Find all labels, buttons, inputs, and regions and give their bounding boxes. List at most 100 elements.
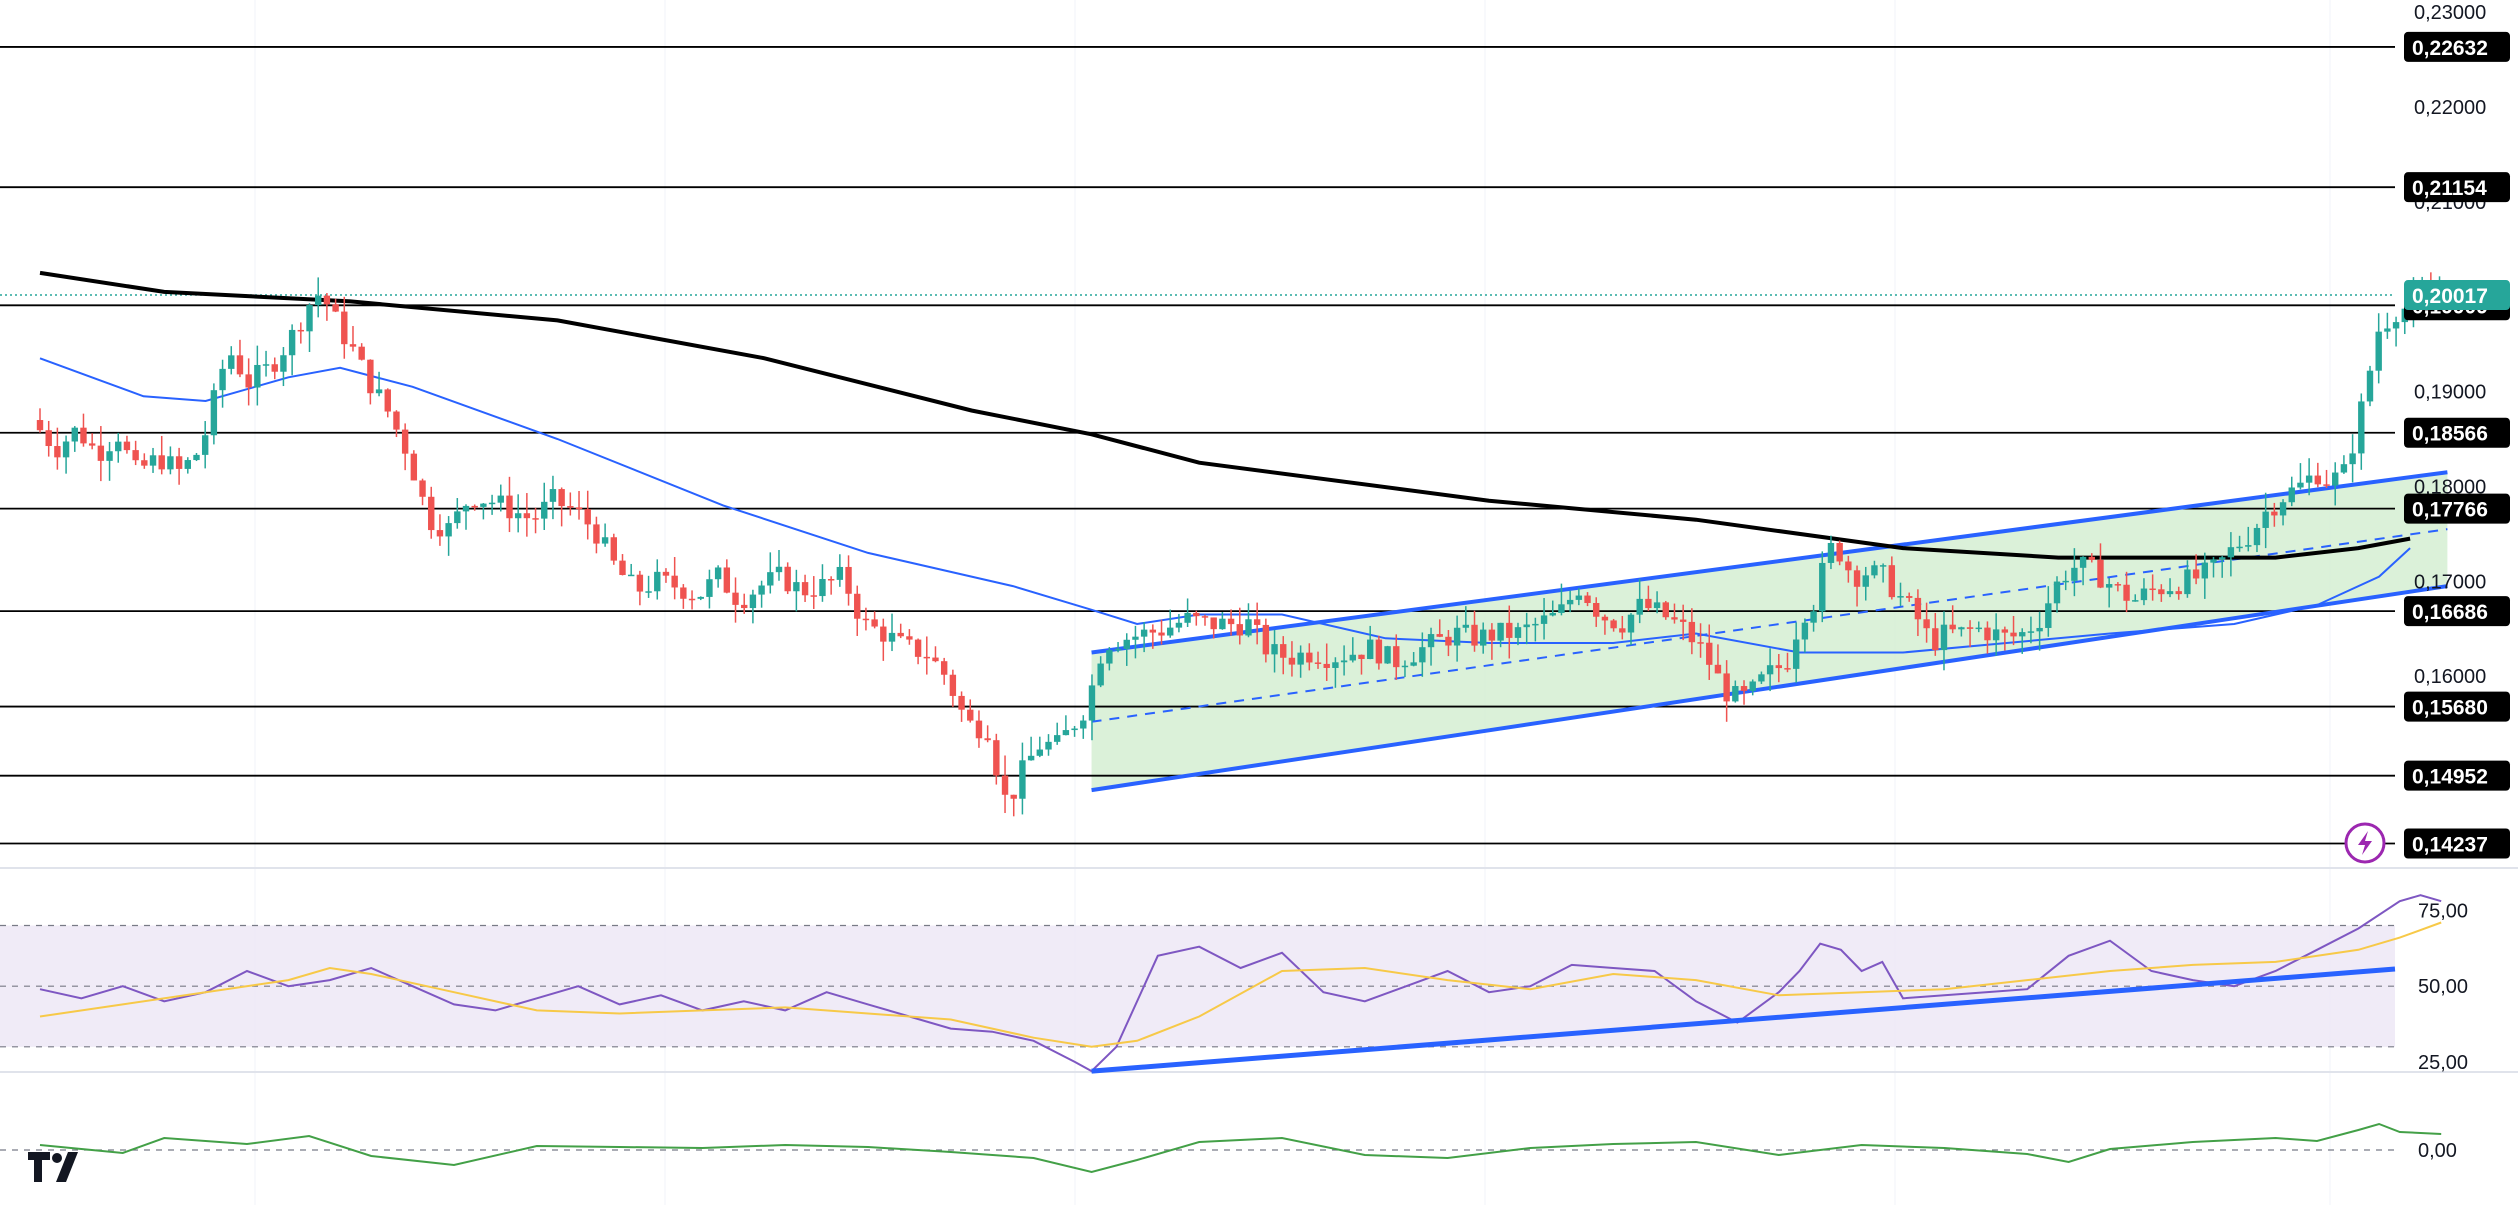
candle-body	[45, 430, 52, 447]
candle-body	[619, 560, 626, 575]
candle-body	[1384, 646, 1391, 664]
candle-body	[1010, 794, 1017, 799]
candle-body	[506, 495, 513, 519]
candle-body	[888, 632, 896, 642]
candle-body	[993, 740, 1000, 776]
candle-body	[1792, 639, 1800, 669]
candle-body	[2045, 603, 2052, 628]
candle-body	[375, 389, 383, 394]
candle-body	[1366, 639, 1374, 660]
candle-body	[2010, 632, 2017, 637]
candle-body	[62, 441, 70, 458]
candle-body	[767, 572, 774, 586]
last-price-label: 0,20017	[2412, 285, 2488, 308]
rsi-trendline	[1091, 966, 2396, 1074]
lightning-icon[interactable]	[2344, 822, 2386, 864]
candle-body	[1027, 755, 1035, 761]
level-label-box	[2404, 493, 2510, 524]
candle-body	[1288, 657, 1296, 665]
candle-body	[1645, 598, 1652, 609]
level-label-box	[2404, 828, 2510, 859]
candle-body	[1167, 627, 1174, 636]
candle-body	[1488, 629, 1496, 641]
candle-body	[1992, 629, 2000, 641]
candle-body	[262, 364, 270, 366]
candle-body	[1245, 619, 1252, 636]
candle-body	[2392, 322, 2400, 329]
price-axis[interactable]: 0,230000,220000,210000,190000,180000,170…	[2404, 2, 2510, 1162]
candle-body	[1566, 599, 1574, 605]
candle-body	[958, 695, 965, 710]
candle-body	[1349, 654, 1356, 661]
candle-body	[1593, 603, 1600, 617]
candle-body	[2201, 562, 2209, 579]
candle-body	[245, 374, 252, 388]
candle-body	[1471, 624, 1478, 646]
candle-body	[1019, 760, 1026, 799]
candle-body	[428, 496, 435, 531]
candle-body	[819, 579, 826, 597]
candle-body	[662, 571, 670, 576]
candle-body	[254, 364, 261, 388]
price-tick-label: 0,22000	[2414, 97, 2486, 119]
last-price-label-box	[2404, 280, 2510, 311]
tradingview-logo[interactable]	[28, 1152, 78, 1182]
candle-body	[741, 604, 748, 609]
ma-short-line	[39, 357, 2411, 654]
candle-body	[1332, 662, 1339, 668]
candle-body	[1636, 598, 1643, 615]
channel-mid-line	[1091, 528, 2448, 723]
candle-body	[1906, 596, 1913, 598]
level-label: 0,15680	[2412, 697, 2488, 720]
candle-body	[601, 537, 609, 544]
candle-body	[645, 591, 652, 593]
candle-body	[306, 305, 313, 332]
candle-body	[158, 455, 165, 470]
candle-body	[914, 639, 922, 657]
candle-body	[2375, 331, 2382, 371]
level-label-box	[2404, 172, 2510, 203]
candle-body	[810, 595, 817, 597]
candle-body	[2323, 484, 2330, 486]
candle-body	[1480, 629, 1487, 646]
candle-body	[671, 575, 678, 588]
candle-body	[1940, 624, 1948, 651]
candle-body	[228, 355, 235, 369]
candle-body	[967, 709, 974, 721]
price-tick-label: 0,18000	[2414, 476, 2486, 498]
candle-body	[210, 390, 218, 436]
candle-body	[845, 566, 852, 594]
rsi-band	[0, 925, 2395, 1047]
candle-body	[54, 446, 61, 458]
candle-body	[315, 295, 322, 306]
candle-body	[758, 585, 765, 595]
level-label-box	[2404, 691, 2510, 722]
candle-body	[2184, 569, 2191, 595]
candle-body	[2105, 584, 2113, 588]
candle-body	[1514, 627, 1522, 638]
candle-body	[2245, 545, 2252, 547]
candle-body	[2062, 580, 2069, 583]
candle-body	[349, 344, 357, 347]
rsi-tick-label: 75,00	[2418, 900, 2468, 922]
candle-body	[2175, 591, 2182, 595]
channel-fill	[1091, 472, 2448, 791]
candle-body	[1236, 624, 1243, 636]
candle-body	[1775, 665, 1782, 669]
candle-body	[1262, 624, 1270, 655]
candle-body	[1801, 622, 1809, 640]
candle-body	[1175, 622, 1183, 628]
candle-body	[1819, 562, 1826, 612]
candle-body	[80, 427, 87, 444]
candle-body	[1053, 735, 1061, 742]
candle-body	[1506, 622, 1513, 638]
candle-body	[2340, 464, 2348, 473]
candle-body	[1871, 565, 1878, 576]
candle-body	[497, 495, 504, 503]
candle-body	[1740, 686, 1748, 691]
candle-body	[923, 656, 930, 659]
candle-body	[175, 456, 183, 469]
candle-body	[1975, 627, 1982, 630]
candle-body	[1923, 619, 1930, 629]
